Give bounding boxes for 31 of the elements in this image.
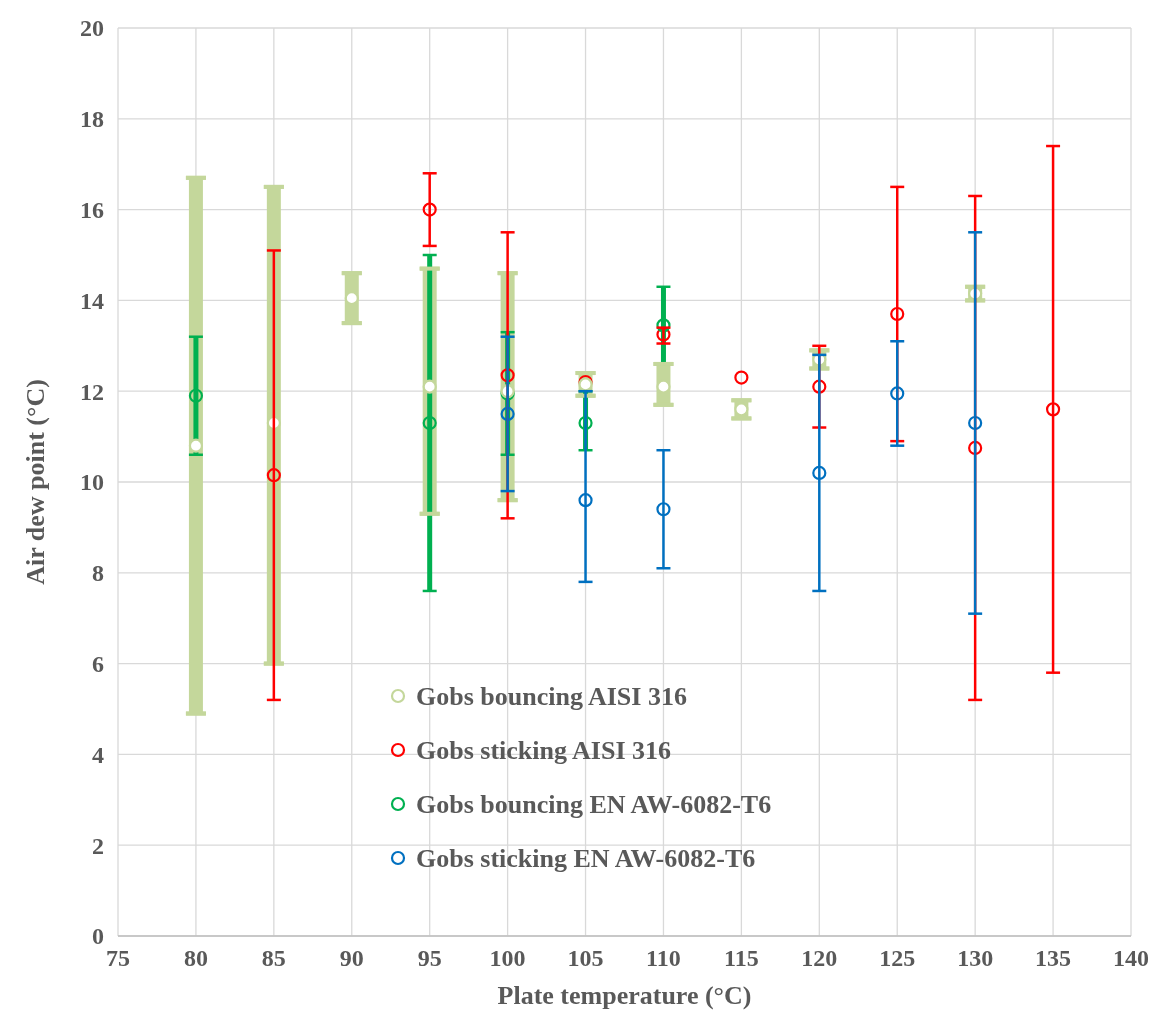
y-tick-label: 6: [92, 651, 104, 677]
x-tick-label: 120: [801, 945, 838, 971]
y-tick-label: 12: [80, 378, 104, 405]
x-axis-title: Plate temperature (°C): [497, 981, 752, 1010]
x-tick-label: 85: [261, 945, 286, 971]
legend-label: Gobs bouncing AISI 316: [416, 682, 687, 712]
y-tick-label: 20: [80, 15, 104, 42]
y-tick-label: 10: [80, 469, 104, 496]
legend-label: Gobs sticking EN AW-6082-T6: [416, 844, 756, 874]
x-tick-label: 110: [646, 945, 681, 971]
x-tick-label: 125: [879, 945, 916, 971]
legend-label: Gobs bouncing EN AW-6082-T6: [416, 790, 772, 820]
x-tick-label: 100: [489, 945, 526, 971]
y-tick-label: 0: [92, 923, 104, 950]
y-tick-label: 18: [80, 106, 104, 133]
x-tick-label: 90: [339, 945, 364, 971]
x-tick-label: 75: [106, 945, 130, 971]
y-axis-title: Air dew point (°C): [21, 379, 50, 585]
x-tick-label: 130: [957, 945, 994, 971]
x-tick-label: 140: [1113, 945, 1149, 971]
x-tick-label: 80: [183, 945, 208, 971]
legend-label: Gobs sticking AISI 316: [416, 736, 672, 766]
y-tick-label: 2: [92, 832, 104, 859]
x-tick-label: 115: [724, 945, 759, 971]
x-tick-label: 95: [417, 945, 442, 971]
x-tick-label: 135: [1035, 945, 1072, 971]
y-tick-label: 14: [80, 287, 104, 314]
y-tick-label: 16: [80, 197, 104, 223]
y-tick-label: 8: [92, 560, 104, 587]
x-tick-label: 105: [567, 945, 604, 971]
y-tick-label: 4: [92, 741, 104, 768]
